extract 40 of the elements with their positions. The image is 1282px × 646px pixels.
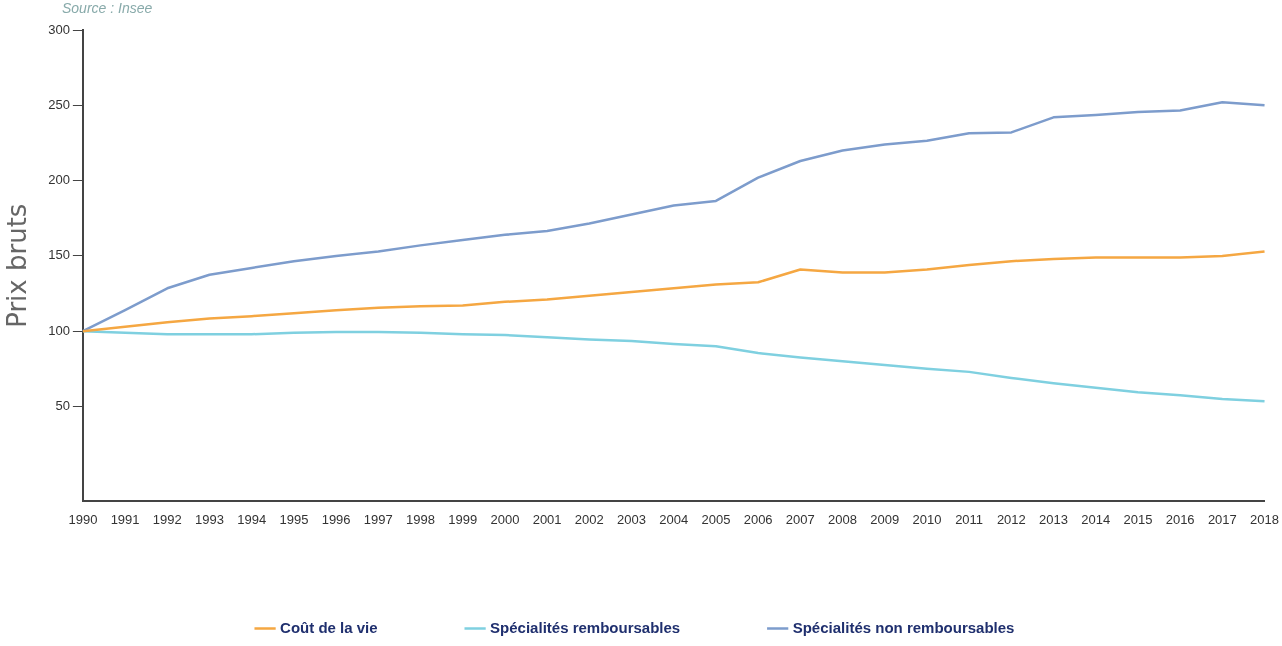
y-tick-label: 250 bbox=[48, 96, 70, 112]
x-tick-label: 1996 bbox=[321, 511, 351, 527]
y-tick-label: 150 bbox=[48, 247, 70, 263]
x-tick-label: 2009 bbox=[870, 511, 900, 527]
x-tick-label: 2017 bbox=[1207, 511, 1237, 527]
y-tick-label: 200 bbox=[48, 172, 70, 188]
y-axis-title: Prix bruts bbox=[2, 203, 33, 328]
x-tick-label: 2012 bbox=[996, 511, 1026, 527]
y-tick-label: 50 bbox=[55, 398, 70, 414]
x-tick-label: 2004 bbox=[659, 511, 689, 527]
x-tick-label: 2013 bbox=[1039, 511, 1068, 527]
legend-label: Spécialités remboursables bbox=[490, 618, 681, 636]
y-tick-label: 300 bbox=[48, 21, 70, 37]
x-tick-label: 1997 bbox=[363, 511, 393, 527]
x-tick-label: 2000 bbox=[490, 511, 520, 527]
x-tick-label: 1999 bbox=[448, 511, 478, 527]
x-tick-label: 1998 bbox=[406, 511, 435, 527]
x-tick-label: 2011 bbox=[955, 511, 984, 527]
x-tick-label: 1992 bbox=[152, 511, 182, 527]
x-tick-label: 1993 bbox=[195, 511, 224, 527]
y-tick-label: 100 bbox=[48, 322, 70, 338]
x-tick-label: 2006 bbox=[743, 511, 773, 527]
x-tick-label: 2007 bbox=[785, 511, 815, 527]
x-tick-label: 2008 bbox=[828, 511, 857, 527]
legend-label: Coût de la vie bbox=[280, 618, 378, 636]
x-tick-label: 2010 bbox=[912, 511, 942, 527]
x-tick-label: 2003 bbox=[617, 511, 646, 527]
x-tick-label: 1995 bbox=[279, 511, 309, 527]
x-tick-label: 1991 bbox=[110, 511, 140, 527]
x-tick-label: 1994 bbox=[237, 511, 267, 527]
x-tick-label: 2002 bbox=[574, 511, 604, 527]
x-tick-label: 2005 bbox=[701, 511, 731, 527]
legend-label: Spécialités non remboursables bbox=[792, 618, 1015, 636]
x-tick-label: 1990 bbox=[68, 511, 98, 527]
x-tick-label: 2018 bbox=[1250, 511, 1279, 527]
source-note: Source : Insee bbox=[62, 0, 153, 16]
x-tick-label: 2016 bbox=[1165, 511, 1195, 527]
x-tick-label: 2001 bbox=[532, 511, 562, 527]
x-tick-label: 2014 bbox=[1081, 511, 1111, 527]
x-tick-label: 2015 bbox=[1123, 511, 1153, 527]
